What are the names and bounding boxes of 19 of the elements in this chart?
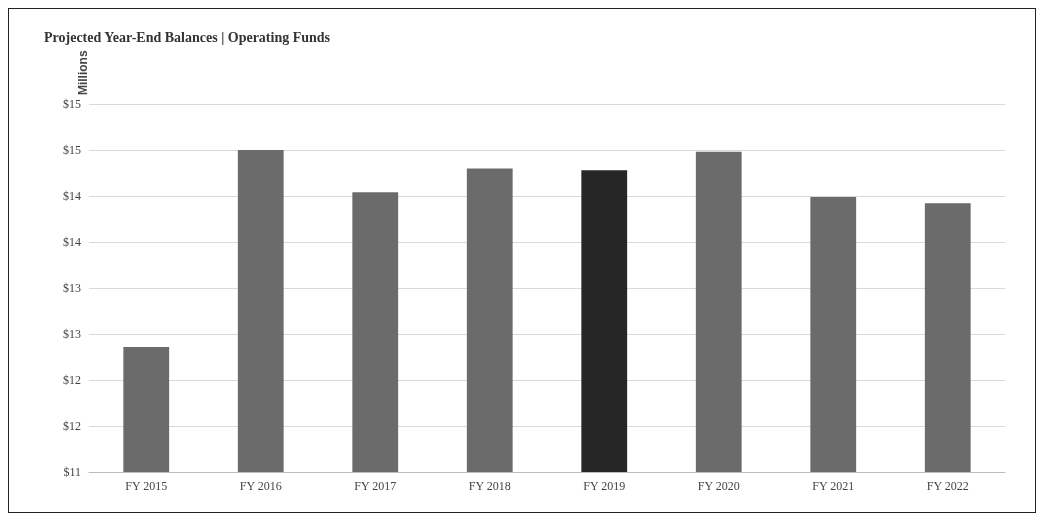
x-tick-label: FY 2022 xyxy=(926,479,969,493)
y-axis-title: Millions xyxy=(76,50,90,96)
y-tick-label: $13 xyxy=(63,281,81,295)
y-tick-label: $14 xyxy=(63,189,81,203)
chart-title: Projected Year-End Balances | Operating Funds xyxy=(44,29,331,45)
y-tick-label: $13 xyxy=(63,327,81,341)
x-tick-label: FY 2016 xyxy=(239,479,282,493)
y-tick-label: $12 xyxy=(63,373,81,387)
x-tick-label: FY 2021 xyxy=(812,479,855,493)
y-tick-label: $12 xyxy=(63,419,81,433)
x-tick-label: FY 2018 xyxy=(468,479,511,493)
x-tick-label: FY 2017 xyxy=(354,479,397,493)
x-tick-label: FY 2019 xyxy=(583,479,626,493)
x-tick-label: FY 2020 xyxy=(697,479,740,493)
y-tick-label: $11 xyxy=(63,465,81,479)
y-tick-label: $14 xyxy=(63,235,81,249)
y-tick-label: $15 xyxy=(63,143,81,157)
x-tick-label: FY 2015 xyxy=(125,479,168,493)
y-tick-label: $15 xyxy=(63,97,81,111)
